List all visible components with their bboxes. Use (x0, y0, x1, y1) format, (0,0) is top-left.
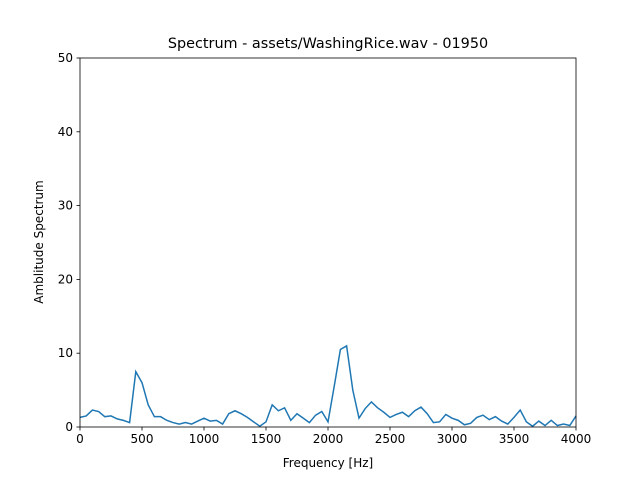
y-tick-label: 20 (58, 272, 73, 286)
y-axis-label: Amblitude Spectrum (32, 180, 46, 303)
data-line (79, 344, 577, 428)
y-tick-label: 30 (58, 199, 73, 213)
y-tick-label: 10 (58, 346, 73, 360)
x-tick-label: 4000 (561, 432, 592, 446)
y-tick-label: 0 (65, 420, 73, 434)
x-tick-label: 1500 (251, 432, 282, 446)
y-tick-label: 50 (58, 51, 73, 65)
y-tick-label: 40 (58, 125, 73, 139)
x-tick-label: 500 (131, 432, 154, 446)
x-tick-label: 2500 (375, 432, 406, 446)
x-tick-label: 3000 (437, 432, 468, 446)
chart-title: Spectrum - assets/WashingRice.wav - 0195… (168, 36, 488, 52)
x-tick-label: 0 (76, 432, 84, 446)
x-axis-label: Frequency [Hz] (283, 456, 374, 470)
x-tick-label: 3500 (499, 432, 530, 446)
x-tick-label: 2000 (313, 432, 344, 446)
x-tick-label: 1000 (189, 432, 220, 446)
